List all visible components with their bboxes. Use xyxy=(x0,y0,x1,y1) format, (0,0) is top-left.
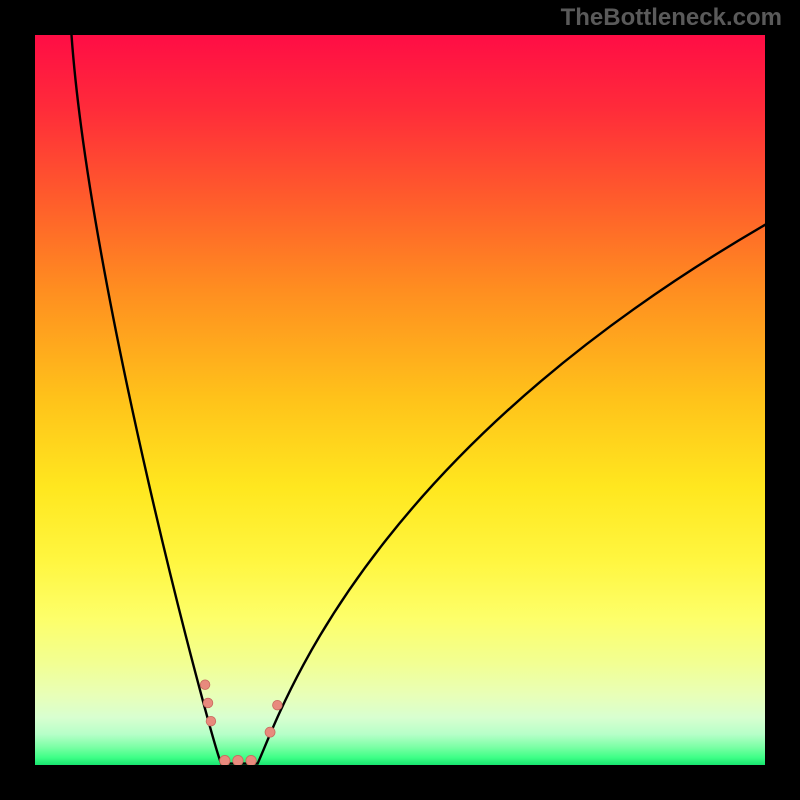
gradient-background xyxy=(35,35,765,765)
data-dot xyxy=(206,716,216,726)
data-dot xyxy=(273,700,283,710)
data-dot xyxy=(265,727,275,737)
watermark-text: TheBottleneck.com xyxy=(561,4,782,32)
bottleneck-chart xyxy=(35,35,765,765)
data-dot xyxy=(203,698,213,708)
data-dot xyxy=(246,755,256,765)
chart-frame: TheBottleneck.com xyxy=(0,0,800,800)
plot-area xyxy=(35,35,765,765)
data-dot xyxy=(233,755,243,765)
data-dot xyxy=(200,680,210,690)
data-dot xyxy=(220,755,230,765)
